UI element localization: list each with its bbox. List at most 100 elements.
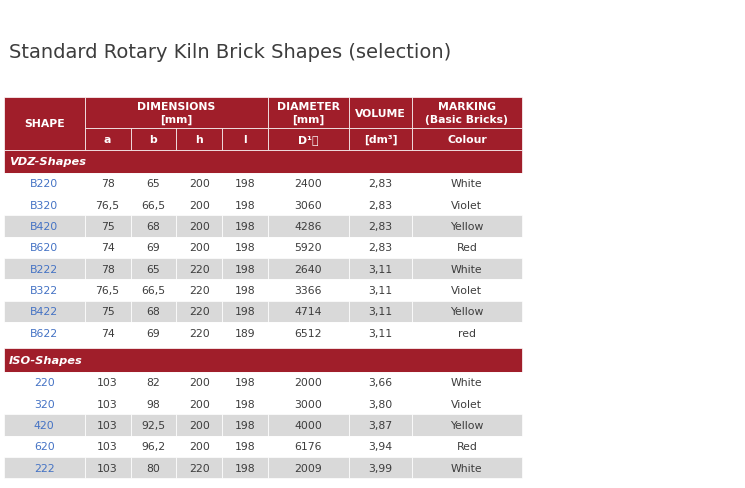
Text: a: a [104,135,111,144]
Text: 4000: 4000 [294,420,323,430]
Text: 3,94: 3,94 [369,441,393,451]
Bar [177,129,222,150]
Bar [349,259,412,280]
Bar [349,393,412,414]
Text: 320: 320 [34,399,54,408]
Text: 200: 200 [188,441,209,451]
Bar [222,323,268,344]
Bar [222,301,268,323]
Text: White: White [451,377,483,387]
Text: 103: 103 [98,463,118,472]
Bar [85,98,268,129]
Bar [268,414,349,436]
Bar [177,414,222,436]
Text: 3,11: 3,11 [369,328,393,338]
Text: 620: 620 [34,441,54,451]
Text: B322: B322 [30,285,58,295]
Bar [177,372,222,393]
Bar [412,436,522,457]
Text: h: h [195,135,203,144]
Text: 198: 198 [235,179,256,189]
Text: 3366: 3366 [295,285,322,295]
Bar [130,393,177,414]
Text: 220: 220 [34,377,54,387]
Bar [412,195,522,216]
Text: 198: 198 [235,243,256,253]
Bar [349,457,412,478]
Text: D¹⦾: D¹⦾ [298,135,319,144]
Bar [177,237,222,259]
Bar [177,301,222,323]
Bar [130,195,177,216]
Bar [4,280,85,301]
Bar [85,414,130,436]
Text: 198: 198 [235,420,256,430]
Bar [4,301,85,323]
Text: 198: 198 [235,377,256,387]
Text: Standard Rotary Kiln Brick Shapes (selection): Standard Rotary Kiln Brick Shapes (selec… [9,43,451,62]
Bar [268,237,349,259]
Text: 74: 74 [101,243,115,253]
Text: 82: 82 [147,377,160,387]
Text: White: White [451,179,483,189]
Text: 200: 200 [188,179,209,189]
Text: 3,87: 3,87 [369,420,393,430]
Text: 200: 200 [188,200,209,210]
Bar [349,436,412,457]
Bar [268,457,349,478]
Bar [85,393,130,414]
Bar [268,216,349,237]
Bar [412,216,522,237]
Text: 200: 200 [188,243,209,253]
Text: 96,2: 96,2 [142,441,165,451]
Bar [222,259,268,280]
Text: 198: 198 [235,222,256,231]
Text: 3000: 3000 [294,399,323,408]
Text: 220: 220 [188,307,209,317]
Text: red: red [458,328,476,338]
Bar [349,129,412,150]
Bar [268,280,349,301]
Bar [222,457,268,478]
Bar [222,393,268,414]
Bar [222,129,268,150]
Text: White: White [451,264,483,274]
Text: DIMENSIONS
[mm]: DIMENSIONS [mm] [137,102,215,124]
Text: 3,66: 3,66 [369,377,393,387]
Text: B622: B622 [30,328,58,338]
Bar [130,457,177,478]
Text: 103: 103 [98,420,118,430]
Text: 2,83: 2,83 [369,200,393,210]
Bar [412,98,522,129]
Bar [130,301,177,323]
Text: 6176: 6176 [295,441,322,451]
Bar [4,349,522,372]
Text: 75: 75 [101,307,115,317]
Bar [177,457,222,478]
Bar [412,280,522,301]
Bar [412,259,522,280]
Bar [85,216,130,237]
Bar [268,372,349,393]
Bar [85,280,130,301]
Text: 68: 68 [147,307,160,317]
Text: MARKING
(Basic Bricks): MARKING (Basic Bricks) [425,102,508,124]
Bar [85,372,130,393]
Text: 74: 74 [101,328,115,338]
Text: Red: Red [457,441,478,451]
Bar [222,195,268,216]
Text: 198: 198 [235,463,256,472]
Bar [177,436,222,457]
Bar [4,259,85,280]
Bar [349,323,412,344]
Text: Yellow: Yellow [450,222,484,231]
Bar [4,323,85,344]
Bar [130,323,177,344]
Text: 5920: 5920 [294,243,323,253]
Text: 198: 198 [235,399,256,408]
Bar [268,98,349,129]
Text: 189: 189 [235,328,256,338]
Text: 2,83: 2,83 [369,243,393,253]
Bar [85,323,130,344]
Bar [268,129,349,150]
